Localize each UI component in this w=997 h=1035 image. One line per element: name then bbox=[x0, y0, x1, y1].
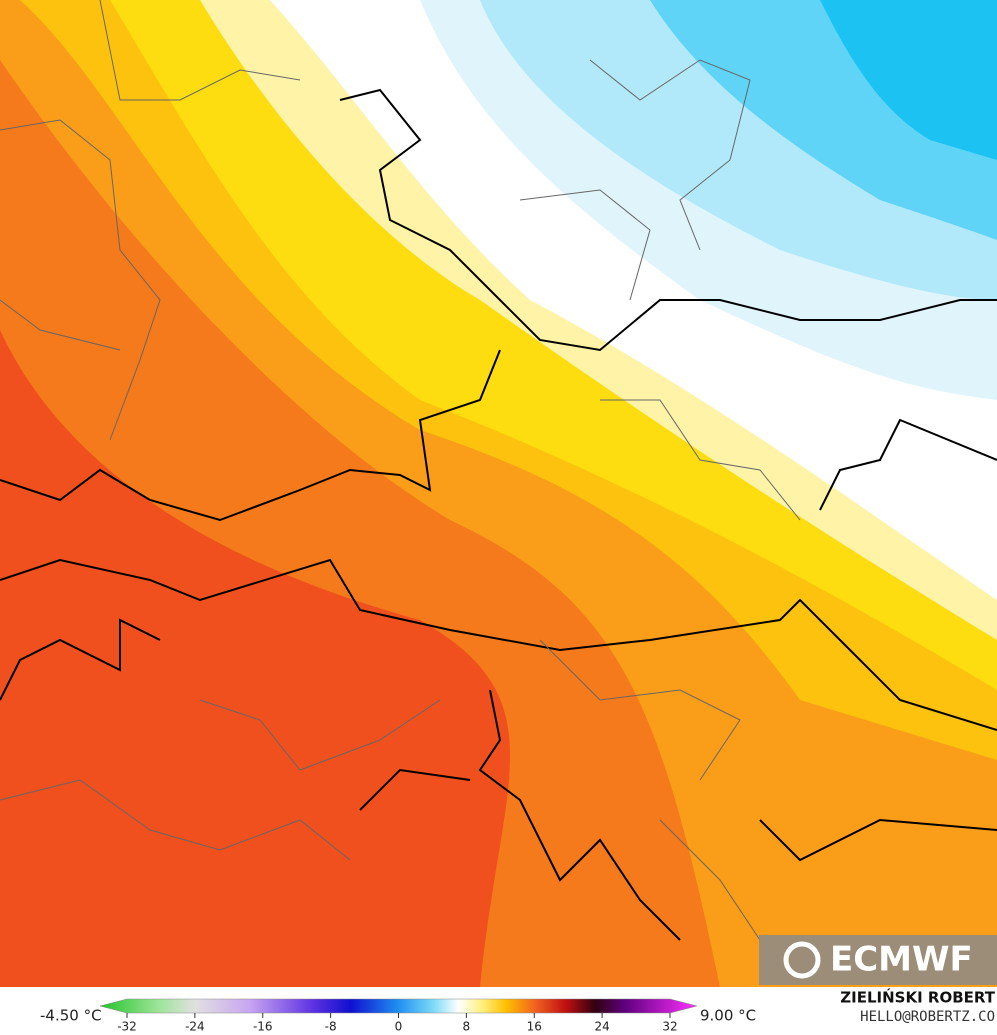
author: ZIELIŃSKI ROBERT bbox=[840, 988, 995, 1007]
tick-label: -32 bbox=[117, 1020, 137, 1034]
tick-label: 8 bbox=[463, 1020, 471, 1034]
tick-label: -16 bbox=[253, 1020, 273, 1034]
tick-label: 32 bbox=[662, 1020, 677, 1034]
logo-text: ECMWF bbox=[830, 940, 973, 980]
tick-label: 0 bbox=[395, 1020, 403, 1034]
colorbar-min-label: -4.50 °C bbox=[40, 1007, 102, 1025]
tick-label: -8 bbox=[325, 1020, 337, 1034]
colorbar-ticks: -32 -24 -16 -8 0 8 16 24 32 bbox=[117, 1013, 678, 1034]
temperature-field bbox=[0, 0, 997, 987]
logo-box: ECMWF bbox=[759, 935, 997, 985]
contact: HELLO@ROBERTZ.CO bbox=[860, 1009, 995, 1025]
regional-borders bbox=[0, 0, 801, 941]
tick-label: 16 bbox=[527, 1020, 542, 1034]
colorbar bbox=[99, 998, 698, 1014]
colorbar-max-label: 9.00 °C bbox=[700, 1007, 756, 1025]
tick-label: 24 bbox=[594, 1020, 609, 1034]
borders bbox=[0, 88, 997, 941]
tick-label: -24 bbox=[185, 1020, 205, 1034]
